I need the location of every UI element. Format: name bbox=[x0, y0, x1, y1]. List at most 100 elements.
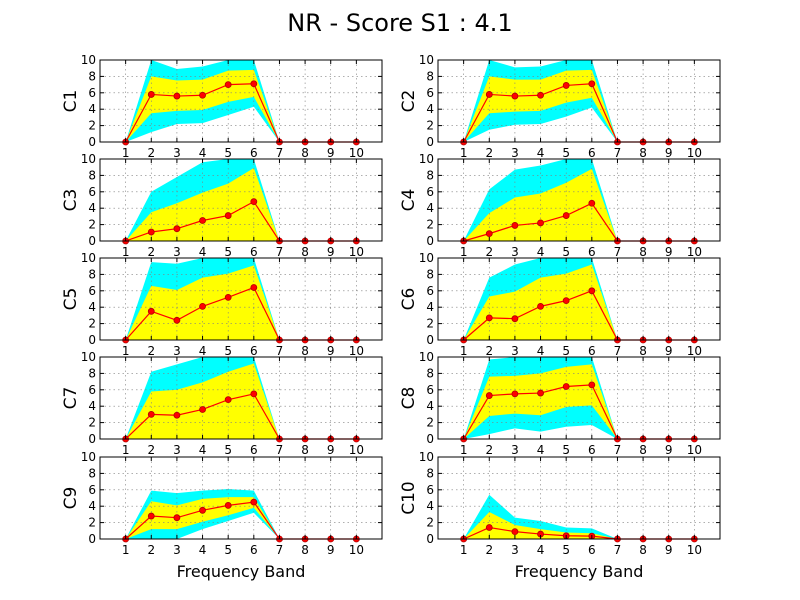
axes-frame bbox=[437, 456, 721, 540]
x-tick-label: 1 bbox=[122, 245, 130, 259]
y-tick-label: 10 bbox=[81, 53, 96, 67]
y-axis-label: C10 bbox=[399, 481, 419, 515]
data-point bbox=[588, 199, 596, 207]
x-tick-label: 4 bbox=[537, 543, 545, 557]
subplot-c2: 1 2 3 4 5 6 7 8 9 10 0 2 4 6 8 10 C2 bbox=[399, 53, 721, 160]
y-tick-label: 0 bbox=[426, 432, 434, 446]
y-tick-label: 8 bbox=[88, 267, 96, 281]
y-tick-label: 8 bbox=[88, 366, 96, 380]
x-tick-label: 7 bbox=[614, 146, 622, 160]
axes-frame bbox=[99, 456, 383, 540]
subplot-c8: 1 2 3 4 5 6 7 8 9 10 0 2 4 6 8 10 C8 bbox=[399, 350, 721, 457]
y-tick-label: 8 bbox=[88, 168, 96, 182]
x-tick-label: 7 bbox=[614, 543, 622, 557]
y-tick-label: 6 bbox=[426, 483, 434, 497]
y-tick-label: 4 bbox=[88, 300, 96, 314]
x-tick-label: 3 bbox=[511, 443, 519, 457]
x-tick-label: 10 bbox=[687, 146, 702, 160]
inner-band bbox=[125, 497, 357, 539]
x-tick-label: 8 bbox=[639, 344, 647, 358]
y-tick-label: 6 bbox=[426, 383, 434, 397]
data-point bbox=[173, 514, 181, 522]
y-tick-label: 2 bbox=[88, 516, 96, 530]
axes-frame bbox=[437, 59, 721, 143]
data-point bbox=[511, 390, 519, 398]
data-point bbox=[511, 528, 519, 536]
y-tick-label: 10 bbox=[81, 450, 96, 464]
x-tick-label: 5 bbox=[224, 443, 232, 457]
data-point bbox=[147, 228, 155, 236]
x-tick-label: 10 bbox=[687, 344, 702, 358]
x-tick-label: 7 bbox=[276, 344, 284, 358]
x-tick-label: 9 bbox=[665, 443, 673, 457]
y-tick-label: 8 bbox=[88, 466, 96, 480]
x-tick-label: 4 bbox=[537, 146, 545, 160]
axes-frame bbox=[99, 158, 383, 242]
y-tick-label: 6 bbox=[88, 86, 96, 100]
data-point bbox=[224, 81, 232, 88]
data-point bbox=[485, 524, 493, 531]
y-tick-label: 0 bbox=[88, 532, 96, 546]
data-point bbox=[199, 506, 206, 514]
y-axis-label: C5 bbox=[61, 288, 81, 311]
x-tick-label: 7 bbox=[276, 443, 284, 457]
subplot-c1: 1 2 3 4 5 6 7 8 9 10 0 2 4 6 8 10 C1 bbox=[61, 53, 383, 160]
x-tick-label: 7 bbox=[276, 245, 284, 259]
x-tick-label: 3 bbox=[511, 543, 519, 557]
axes-frame bbox=[437, 356, 721, 440]
x-tick-label: 1 bbox=[460, 245, 468, 259]
data-point bbox=[250, 80, 258, 88]
x-tick-label: 6 bbox=[588, 443, 596, 457]
x-tick-label: 2 bbox=[485, 443, 493, 457]
x-tick-label: 9 bbox=[665, 245, 673, 259]
y-axis-label: C6 bbox=[399, 288, 419, 311]
y-tick-label: 10 bbox=[419, 251, 434, 265]
x-tick-label: 10 bbox=[687, 543, 702, 557]
y-tick-label: 4 bbox=[426, 499, 434, 513]
x-tick-label: 8 bbox=[301, 146, 309, 160]
y-tick-label: 0 bbox=[426, 333, 434, 347]
data-point bbox=[224, 212, 232, 219]
y-axis-label: C9 bbox=[61, 487, 81, 510]
y-tick-label: 10 bbox=[81, 350, 96, 364]
x-tick-label: 3 bbox=[173, 443, 181, 457]
x-tick-label: 10 bbox=[349, 344, 364, 358]
inner-band bbox=[463, 69, 695, 142]
data-point bbox=[147, 410, 155, 418]
y-tick-label: 10 bbox=[81, 152, 96, 166]
data-point bbox=[562, 82, 570, 89]
x-tick-label: 8 bbox=[639, 245, 647, 259]
data-point bbox=[199, 91, 206, 99]
x-tick-label: 6 bbox=[588, 146, 596, 160]
x-tick-label: 10 bbox=[349, 245, 364, 259]
data-point bbox=[250, 198, 258, 206]
x-tick-label: 9 bbox=[327, 443, 335, 457]
data-point bbox=[250, 390, 258, 398]
y-tick-label: 8 bbox=[426, 366, 434, 380]
data-point bbox=[173, 316, 181, 324]
x-tick-label: 4 bbox=[537, 443, 545, 457]
figure-title: NR - Score S1 : 4.1 bbox=[287, 9, 512, 37]
x-tick-label: 9 bbox=[665, 146, 673, 160]
x-tick-label: 8 bbox=[639, 543, 647, 557]
y-tick-label: 10 bbox=[419, 53, 434, 67]
x-tick-label: 6 bbox=[250, 245, 258, 259]
data-point bbox=[199, 302, 206, 310]
y-tick-label: 6 bbox=[426, 185, 434, 199]
x-tick-label: 6 bbox=[588, 245, 596, 259]
y-tick-label: 6 bbox=[88, 284, 96, 298]
x-tick-label: 5 bbox=[562, 344, 570, 358]
x-tick-label: 5 bbox=[224, 344, 232, 358]
y-tick-label: 6 bbox=[88, 383, 96, 397]
subplot-c5: 1 2 3 4 5 6 7 8 9 10 0 2 4 6 8 10 C5 bbox=[61, 251, 383, 358]
y-tick-label: 0 bbox=[88, 135, 96, 149]
data-point bbox=[147, 91, 155, 98]
y-tick-label: 4 bbox=[426, 300, 434, 314]
y-tick-label: 4 bbox=[88, 499, 96, 513]
x-tick-label: 5 bbox=[562, 245, 570, 259]
y-tick-label: 4 bbox=[426, 102, 434, 116]
x-tick-label: 6 bbox=[588, 344, 596, 358]
axes-frame bbox=[99, 257, 383, 341]
data-point bbox=[224, 293, 232, 301]
